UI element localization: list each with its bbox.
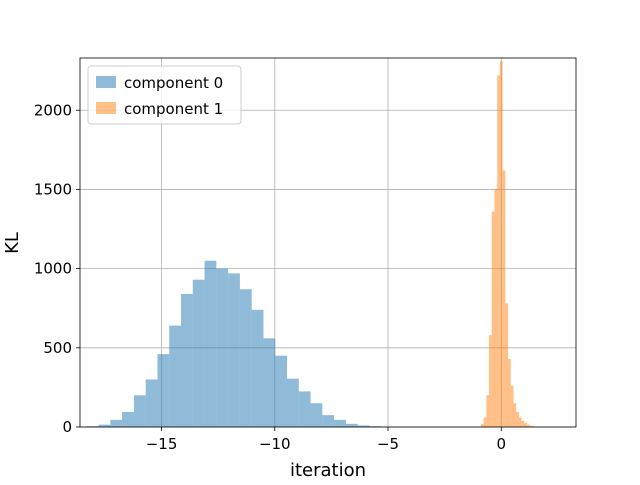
y-tick-label: 2000 <box>34 101 72 119</box>
histogram-bar <box>527 424 530 427</box>
histogram-bar <box>489 335 492 427</box>
histogram-bar <box>204 260 217 427</box>
histogram-bar <box>251 309 264 427</box>
histogram-bar <box>494 189 498 427</box>
histogram-bar <box>110 419 123 427</box>
series-1 <box>480 61 536 428</box>
y-tick-label: 1500 <box>34 180 72 198</box>
histogram-bar <box>516 411 519 427</box>
histogram-bar <box>192 279 205 427</box>
legend-box <box>87 65 242 125</box>
y-axis-label: KL <box>2 232 23 254</box>
histogram-bar <box>513 403 517 427</box>
histogram-bar <box>483 417 487 427</box>
legend: component 0 component 1 <box>87 65 242 125</box>
histogram-bar <box>510 385 514 427</box>
histogram-bar <box>334 419 346 427</box>
y-tick-label: 500 <box>43 339 72 357</box>
histogram-bar <box>480 423 484 427</box>
histogram-bar <box>216 268 229 427</box>
y-tick-label: 0 <box>62 418 72 436</box>
histogram-bar <box>529 425 533 427</box>
histogram-bar <box>357 425 370 427</box>
histogram-bar <box>518 417 522 427</box>
histogram-bar <box>499 61 503 427</box>
histogram-bar <box>228 273 240 427</box>
histogram-bar <box>491 211 495 427</box>
x-tick-label: −10 <box>259 435 291 453</box>
axes: −15 −10 −5 0 0 500 1000 1500 2000 <box>34 101 506 453</box>
x-axis-label: iteration <box>290 460 366 480</box>
histogram-bar <box>322 415 335 427</box>
x-tick-label: −15 <box>146 435 178 453</box>
legend-swatch <box>96 102 116 114</box>
histogram-bar <box>181 293 193 427</box>
histogram-bar <box>521 420 525 427</box>
histogram-bar <box>345 423 358 427</box>
legend-label: component 0 <box>124 74 223 92</box>
plot-frame <box>79 57 577 428</box>
histogram-bar <box>145 379 158 427</box>
series-0 <box>86 260 382 427</box>
histogram-bar <box>497 75 500 428</box>
histogram-bar <box>502 170 506 427</box>
histogram-bar <box>239 289 252 427</box>
histogram-bar <box>287 378 299 427</box>
histogram-bar <box>133 395 146 427</box>
histogram-bar <box>524 423 528 427</box>
histogram-bar <box>157 354 170 427</box>
histogram-bar <box>505 303 509 427</box>
histogram-bar <box>169 325 182 427</box>
histogram-bar <box>263 338 276 427</box>
histogram-bar <box>122 411 134 427</box>
histogram-bar <box>310 403 323 427</box>
histogram-bar <box>298 391 311 427</box>
histogram-bars <box>86 61 536 428</box>
x-tick-label: 0 <box>496 435 506 453</box>
y-tick-label: 1000 <box>34 260 72 278</box>
histogram-bar <box>508 358 511 427</box>
histogram-bar <box>98 424 111 427</box>
legend-swatch <box>96 76 116 88</box>
histogram-bar <box>275 355 288 427</box>
histogram-bar <box>486 395 490 427</box>
legend-label: component 1 <box>124 100 223 118</box>
x-tick-label: −5 <box>377 435 399 453</box>
